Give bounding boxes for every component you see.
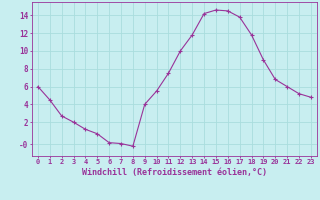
X-axis label: Windchill (Refroidissement éolien,°C): Windchill (Refroidissement éolien,°C) [82,168,267,177]
